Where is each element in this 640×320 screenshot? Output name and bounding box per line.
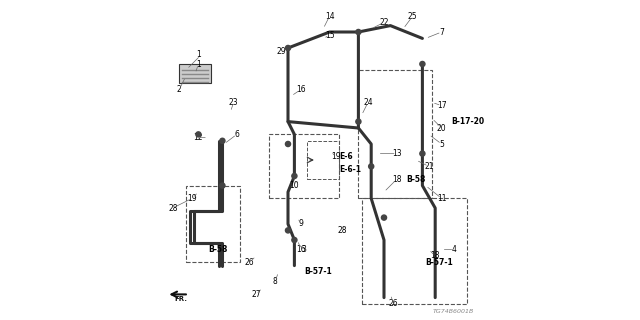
Text: 16: 16	[296, 85, 306, 94]
Text: B-58: B-58	[406, 175, 426, 184]
Text: 1: 1	[196, 50, 201, 59]
Text: 24: 24	[363, 98, 373, 107]
Text: E-6: E-6	[339, 152, 353, 161]
Circle shape	[369, 164, 374, 169]
Text: B-57-1: B-57-1	[304, 268, 332, 276]
Circle shape	[220, 183, 225, 188]
Text: 18: 18	[431, 252, 440, 260]
Text: 19: 19	[331, 152, 341, 161]
Text: B-17-20: B-17-20	[451, 117, 484, 126]
Circle shape	[420, 61, 425, 67]
Text: 17: 17	[436, 101, 447, 110]
Text: 15: 15	[324, 31, 335, 40]
Text: B-58: B-58	[208, 245, 227, 254]
Circle shape	[381, 215, 387, 220]
Text: 9: 9	[298, 220, 303, 228]
Text: 25: 25	[408, 12, 418, 20]
Text: 5: 5	[439, 140, 444, 148]
Text: 19: 19	[187, 194, 197, 203]
Text: 3: 3	[301, 245, 307, 254]
Text: 21: 21	[424, 162, 433, 171]
Circle shape	[220, 138, 225, 143]
Circle shape	[356, 119, 361, 124]
Text: 14: 14	[324, 12, 335, 20]
Text: 22: 22	[380, 18, 388, 27]
Text: B-57-1: B-57-1	[426, 258, 453, 267]
Text: 11: 11	[437, 194, 446, 203]
Text: 26: 26	[244, 258, 255, 267]
FancyBboxPatch shape	[179, 64, 211, 83]
Text: E-6-1: E-6-1	[339, 165, 361, 174]
Text: FR.: FR.	[174, 296, 188, 302]
Circle shape	[196, 132, 201, 137]
Circle shape	[285, 45, 291, 51]
Text: 26: 26	[388, 300, 399, 308]
Text: 28: 28	[338, 226, 347, 235]
Text: 16: 16	[296, 245, 306, 254]
Circle shape	[285, 228, 291, 233]
Text: 2: 2	[177, 85, 182, 94]
Text: 28: 28	[168, 204, 177, 212]
Circle shape	[285, 141, 291, 147]
Text: 1: 1	[196, 60, 201, 68]
Circle shape	[420, 151, 425, 156]
Circle shape	[292, 237, 297, 243]
Text: 27: 27	[251, 290, 261, 299]
Circle shape	[356, 29, 361, 35]
Text: TG74B6001B: TG74B6001B	[433, 308, 474, 314]
Text: 6: 6	[234, 130, 239, 139]
Text: 12: 12	[194, 133, 203, 142]
Text: 23: 23	[228, 98, 239, 107]
Text: 18: 18	[392, 175, 401, 184]
Text: 4: 4	[452, 245, 457, 254]
Text: 7: 7	[439, 28, 444, 36]
Text: 10: 10	[289, 181, 300, 190]
Text: 29: 29	[276, 47, 287, 56]
Text: 8: 8	[273, 277, 278, 286]
Text: 13: 13	[392, 149, 402, 158]
Text: 20: 20	[436, 124, 447, 132]
Circle shape	[292, 173, 297, 179]
